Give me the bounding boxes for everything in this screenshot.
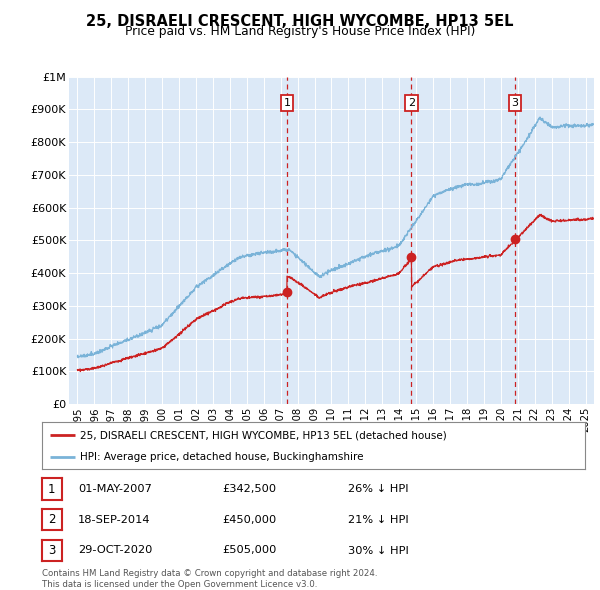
Text: 2: 2 (48, 513, 56, 526)
Text: 18-SEP-2014: 18-SEP-2014 (78, 515, 151, 525)
Text: £505,000: £505,000 (222, 546, 277, 555)
Text: 25, DISRAELI CRESCENT, HIGH WYCOMBE, HP13 5EL (detached house): 25, DISRAELI CRESCENT, HIGH WYCOMBE, HP1… (80, 430, 447, 440)
Text: £450,000: £450,000 (222, 515, 276, 525)
Text: 3: 3 (511, 98, 518, 108)
Text: Price paid vs. HM Land Registry's House Price Index (HPI): Price paid vs. HM Land Registry's House … (125, 25, 475, 38)
Text: 29-OCT-2020: 29-OCT-2020 (78, 546, 152, 555)
Text: 1: 1 (283, 98, 290, 108)
Text: 2: 2 (408, 98, 415, 108)
Text: 26% ↓ HPI: 26% ↓ HPI (348, 484, 409, 494)
Text: 25, DISRAELI CRESCENT, HIGH WYCOMBE, HP13 5EL: 25, DISRAELI CRESCENT, HIGH WYCOMBE, HP1… (86, 14, 514, 28)
Text: 1: 1 (48, 483, 56, 496)
Text: HPI: Average price, detached house, Buckinghamshire: HPI: Average price, detached house, Buck… (80, 453, 364, 462)
Text: 01-MAY-2007: 01-MAY-2007 (78, 484, 152, 494)
Text: 21% ↓ HPI: 21% ↓ HPI (348, 515, 409, 525)
Text: £342,500: £342,500 (222, 484, 276, 494)
Text: Contains HM Land Registry data © Crown copyright and database right 2024.
This d: Contains HM Land Registry data © Crown c… (42, 569, 377, 589)
Text: 3: 3 (48, 544, 56, 557)
Text: 30% ↓ HPI: 30% ↓ HPI (348, 546, 409, 555)
